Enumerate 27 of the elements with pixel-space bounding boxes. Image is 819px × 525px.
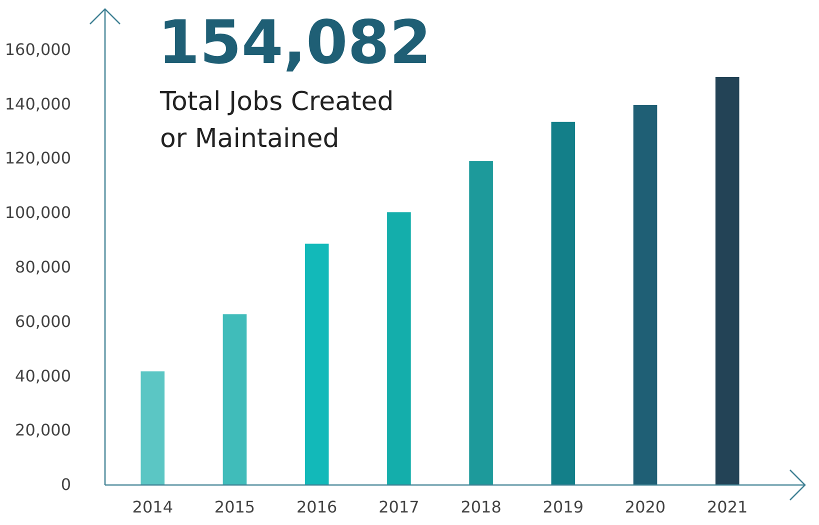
y-tick-label: 100,000 bbox=[4, 203, 71, 222]
x-tick-label: 2015 bbox=[214, 497, 256, 516]
y-tick-label: 0 bbox=[60, 475, 71, 494]
bar bbox=[715, 77, 740, 485]
chart-title: 154,082 bbox=[158, 8, 432, 78]
y-tick-label: 60,000 bbox=[15, 312, 71, 331]
x-tick-label: 2020 bbox=[624, 497, 666, 516]
y-tick-label: 40,000 bbox=[15, 366, 71, 386]
x-tick-label: 2019 bbox=[542, 497, 584, 516]
bar bbox=[633, 105, 658, 485]
text: Total Jobs Created or Maintained bbox=[159, 87, 394, 154]
x-tick-label: 2021 bbox=[707, 497, 748, 516]
bar bbox=[222, 314, 247, 485]
x-tick-label: 2016 bbox=[296, 497, 338, 516]
bar bbox=[469, 161, 493, 485]
bar bbox=[140, 371, 165, 485]
y-tick-label: 120,000 bbox=[4, 148, 71, 168]
y-tick-label: 80,000 bbox=[15, 258, 71, 277]
bar bbox=[304, 244, 329, 485]
y-tick-label: 160,000 bbox=[4, 40, 71, 59]
x-tick-label: 2017 bbox=[378, 497, 420, 516]
x-tick-label: 2014 bbox=[132, 497, 173, 516]
y-tick-label: 140,000 bbox=[4, 94, 71, 114]
y-tick-label: 20,000 bbox=[15, 420, 71, 440]
bar bbox=[387, 212, 411, 485]
x-tick-label: 2018 bbox=[460, 497, 502, 516]
bar bbox=[551, 122, 576, 485]
